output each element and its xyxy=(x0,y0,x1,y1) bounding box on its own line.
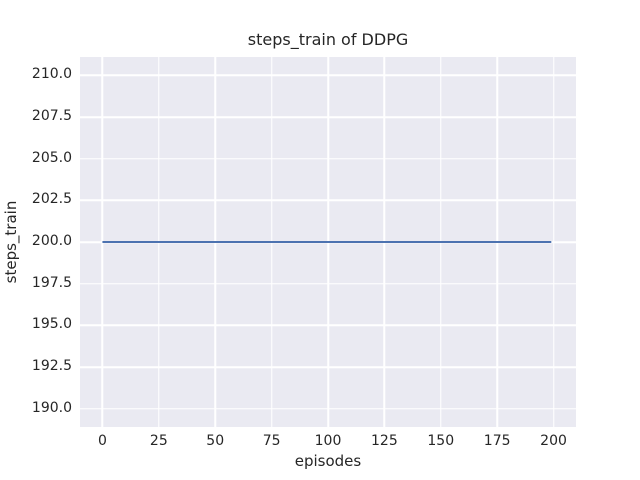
x-tick-label: 175 xyxy=(483,433,511,449)
y-tick-label: 192.5 xyxy=(31,358,72,374)
y-gridline xyxy=(80,366,576,368)
y-gridline xyxy=(80,282,576,285)
x-tick-label: 0 xyxy=(97,433,107,449)
y-gridline xyxy=(80,407,576,410)
x-tick-label: 100 xyxy=(314,433,342,449)
y-tick-label: 210.0 xyxy=(31,66,72,83)
x-tick-label: 200 xyxy=(540,433,567,449)
y-gridline xyxy=(80,324,576,327)
x-tick-label: 25 xyxy=(149,433,168,449)
y-gridline xyxy=(80,199,576,202)
y-tick-label: 200.0 xyxy=(31,233,72,249)
y-tick-label: 190.0 xyxy=(31,399,72,416)
x-tick-label: 125 xyxy=(371,433,398,449)
y-tick-label: 207.5 xyxy=(31,108,72,124)
x-tick-label: 50 xyxy=(206,433,225,449)
x-tick-label: 150 xyxy=(427,433,455,449)
plot-area xyxy=(80,57,576,427)
y-gridline xyxy=(80,116,576,118)
y-tick-label: 202.5 xyxy=(31,191,72,208)
y-tick-label: 195.0 xyxy=(31,316,72,333)
y-tick-label: 205.0 xyxy=(31,149,72,166)
chart-title: steps_train of DDPG xyxy=(247,30,409,49)
y-axis-label: steps_train xyxy=(2,200,20,284)
x-axis-label: episodes xyxy=(294,452,362,470)
y-gridline xyxy=(80,157,576,160)
line-series-ddpg xyxy=(102,241,552,243)
x-tick-label: 75 xyxy=(262,433,281,449)
y-gridline xyxy=(80,74,576,77)
y-tick-label: 197.5 xyxy=(31,274,72,291)
